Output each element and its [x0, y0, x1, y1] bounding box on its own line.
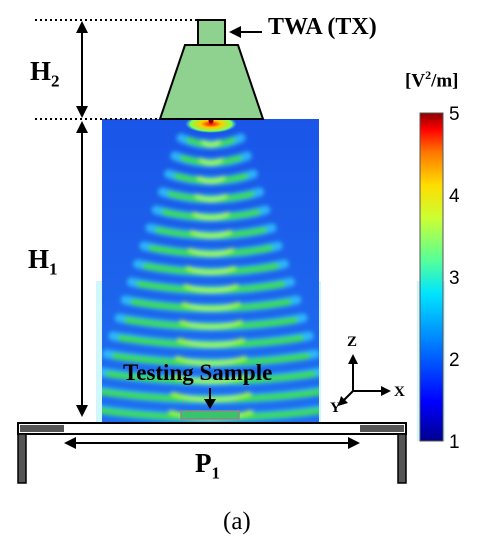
testing-sample	[180, 410, 240, 420]
colorbar	[419, 112, 444, 442]
colorbar-tick-4: 4	[449, 186, 460, 207]
bench-top-right-edge	[360, 425, 404, 432]
h1-label: H1	[28, 244, 58, 279]
y-axis-label: Y	[330, 400, 341, 416]
z-axis-label: Z	[347, 334, 358, 350]
twa-label: TWA (TX)	[268, 14, 377, 40]
field-band-core	[183, 284, 239, 293]
bench-leg-right	[397, 433, 407, 484]
bench-leg-left	[17, 433, 27, 484]
field-bands	[102, 133, 319, 422]
x-axis-head	[381, 386, 391, 396]
h2-arrow-top	[76, 21, 88, 33]
horn-flare	[158, 44, 265, 120]
field-band-core	[194, 194, 228, 202]
colorbar-tick-3: 3	[449, 268, 460, 289]
field-band-core	[175, 356, 247, 366]
field-hotspot	[185, 119, 237, 133]
sample-pointer-head	[204, 399, 216, 409]
x-axis-label: X	[394, 384, 405, 400]
colorbar-unit: [V2/m]	[405, 68, 459, 92]
field-band-core	[188, 248, 234, 257]
y-axis-head	[338, 396, 348, 406]
colorbar-unit-suffix: /m]	[431, 70, 459, 92]
colorbar-unit-sup: 2	[425, 68, 432, 82]
bench-top-left-edge	[20, 425, 64, 432]
field-band-core	[196, 176, 226, 184]
h1-label-sub: 1	[49, 259, 58, 279]
h1-arrow-bottom	[76, 405, 88, 417]
field-band-core	[201, 140, 221, 147]
h2-label: H2	[30, 56, 60, 91]
field-plot	[102, 119, 319, 422]
field-band-core	[190, 230, 232, 238]
field-band-core	[181, 302, 241, 311]
h1-arrow-top	[76, 121, 88, 133]
colorbar-tick-1: 1	[449, 432, 460, 453]
testing-sample-label: Testing Sample	[123, 360, 273, 385]
field-band-core	[173, 374, 249, 384]
colorbar-tick-2: 2	[449, 350, 460, 371]
p1-arrow-left	[64, 437, 76, 449]
h2-label-main: H	[30, 56, 52, 86]
field-band-core	[186, 266, 236, 275]
h1-label-main: H	[28, 244, 50, 274]
p1-arrow-right	[348, 437, 360, 449]
field-band-core	[192, 212, 230, 220]
colorbar-tick-5: 5	[449, 104, 460, 125]
figure-caption: (a)	[223, 508, 251, 535]
horn-waveguide	[197, 19, 226, 46]
p1-label-sub: 1	[211, 463, 221, 483]
p1-label: P1	[195, 448, 220, 483]
h2-arrow-bottom	[76, 106, 88, 118]
colorbar-unit-prefix: [V	[405, 70, 426, 92]
field-band-core	[177, 338, 245, 348]
z-axis-head	[348, 354, 358, 364]
feed-point	[208, 119, 214, 124]
field-band-core	[199, 158, 223, 166]
field-band-core	[179, 320, 243, 329]
twa-pointer-head	[229, 26, 241, 38]
bench-top	[17, 422, 407, 435]
h2-label-sub: 2	[51, 71, 60, 91]
p1-label-main: P	[195, 448, 212, 478]
